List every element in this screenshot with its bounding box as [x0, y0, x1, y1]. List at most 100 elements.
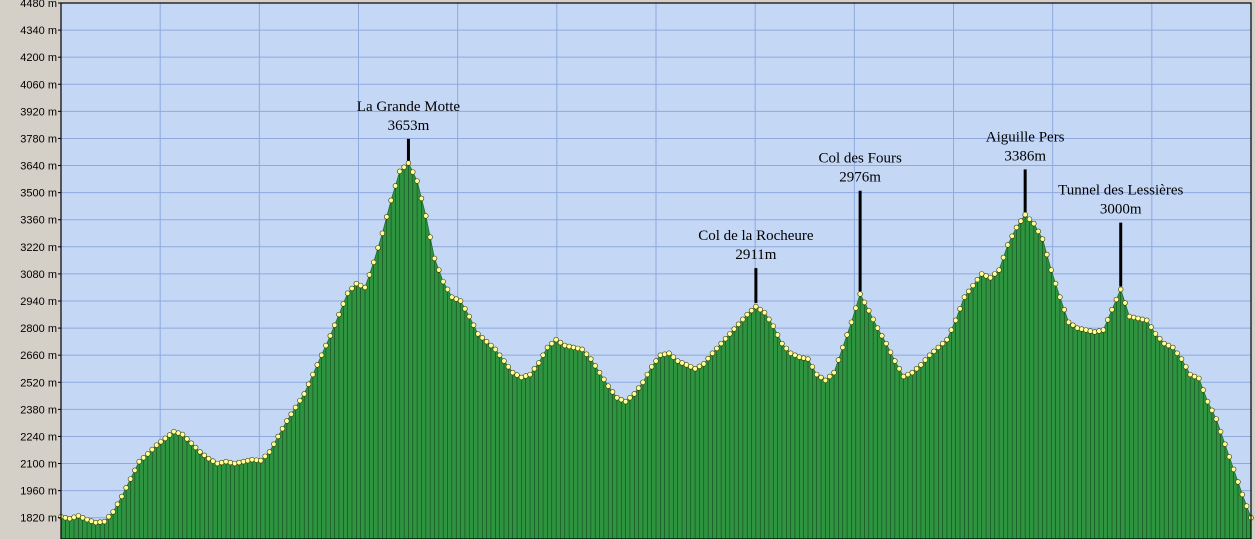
sample-point	[119, 493, 125, 500]
sample-point	[1135, 315, 1141, 322]
y-tick-label: 3220 m	[20, 242, 57, 254]
sample-point	[1083, 327, 1089, 333]
sample-point	[1187, 371, 1193, 378]
sample-point	[431, 255, 438, 262]
sample-point	[110, 509, 116, 515]
sample-point	[675, 358, 681, 364]
sample-point	[340, 301, 346, 307]
sample-point	[271, 441, 277, 447]
sample-point	[1191, 373, 1198, 380]
sample-point	[731, 326, 737, 332]
sample-point	[696, 363, 703, 369]
sample-point	[1000, 254, 1007, 261]
sample-point	[527, 371, 533, 378]
peak-elevation-label: 3386m	[1004, 148, 1046, 164]
y-tick-label: 2240 m	[20, 431, 57, 443]
sample-point	[314, 362, 320, 368]
y-tick-label: 2660 m	[20, 350, 57, 362]
y-tick-label: 3780 m	[20, 133, 57, 145]
sample-point	[470, 322, 477, 328]
sample-point	[614, 395, 620, 401]
sample-point	[1239, 491, 1246, 498]
y-tick-label: 2800 m	[20, 323, 57, 335]
sample-point	[1022, 211, 1028, 218]
sample-point	[440, 278, 446, 285]
sample-point	[557, 339, 564, 346]
sample-point	[353, 280, 360, 287]
sample-point	[344, 290, 351, 296]
sample-point	[979, 271, 985, 277]
sample-point	[1165, 342, 1172, 349]
sample-point	[540, 352, 546, 358]
sample-point	[961, 294, 968, 300]
sample-point	[279, 426, 286, 432]
peak-name-label: Col de la Rocheure	[698, 228, 814, 244]
sample-point	[892, 358, 898, 364]
sample-point	[648, 364, 655, 370]
sample-point	[505, 364, 512, 370]
sample-point	[835, 357, 842, 363]
sample-point	[210, 458, 216, 464]
sample-point	[1100, 327, 1107, 333]
sample-point	[809, 364, 816, 370]
sample-point	[714, 345, 720, 352]
sample-point	[661, 351, 668, 357]
sample-point	[245, 457, 251, 464]
sample-point	[410, 169, 416, 175]
sample-point	[657, 352, 664, 358]
sample-point	[761, 309, 768, 316]
y-tick-label: 2380 m	[20, 404, 57, 416]
sample-point	[779, 340, 785, 347]
sample-point	[1087, 328, 1094, 334]
sample-point	[1065, 319, 1072, 325]
sample-point	[605, 383, 611, 389]
sample-point	[1013, 224, 1020, 231]
sample-point	[957, 306, 963, 312]
sample-point	[944, 336, 950, 343]
sample-point	[501, 358, 507, 364]
sample-point	[179, 431, 186, 438]
sample-point	[596, 369, 603, 376]
peak-annotations: La Grande Motte 3653m Col de la Rocheure 29…	[357, 99, 1183, 303]
sample-point	[1061, 307, 1067, 313]
sample-point	[466, 313, 472, 320]
sample-point	[288, 411, 294, 417]
sample-point	[718, 340, 724, 347]
sample-point	[397, 168, 403, 175]
sample-point	[553, 336, 559, 343]
sample-point	[1174, 350, 1180, 356]
sample-point	[262, 453, 268, 459]
sample-point	[232, 460, 238, 467]
plot-border	[60, 2, 1252, 539]
sample-point	[132, 467, 138, 474]
sample-point	[1005, 242, 1011, 248]
sample-point	[987, 275, 994, 281]
y-tick-label: 1820 m	[20, 513, 57, 525]
sample-point	[1078, 326, 1085, 332]
sample-point	[310, 371, 316, 378]
sample-point	[223, 458, 229, 465]
sample-point	[1039, 236, 1046, 242]
sample-point	[362, 284, 368, 291]
sample-point	[874, 325, 881, 331]
sample-point	[275, 433, 281, 440]
sample-point	[331, 322, 338, 328]
sample-point	[401, 164, 407, 170]
sample-point	[549, 340, 555, 347]
sample-point	[514, 372, 520, 378]
sample-point	[575, 345, 581, 352]
peak-name-label: La Grande Motte	[357, 99, 461, 115]
y-tick-label: 4200 m	[20, 52, 57, 64]
sample-point	[1209, 407, 1215, 414]
sample-point	[831, 369, 837, 376]
sample-point	[1048, 267, 1054, 273]
sample-point	[635, 385, 642, 391]
y-tick-label: 2520 m	[20, 377, 57, 389]
sample-point	[145, 451, 151, 457]
sample-point	[1104, 317, 1111, 323]
sample-point	[757, 306, 763, 313]
sample-point	[918, 362, 924, 368]
sample-point	[1196, 375, 1202, 382]
sample-point	[627, 395, 633, 401]
